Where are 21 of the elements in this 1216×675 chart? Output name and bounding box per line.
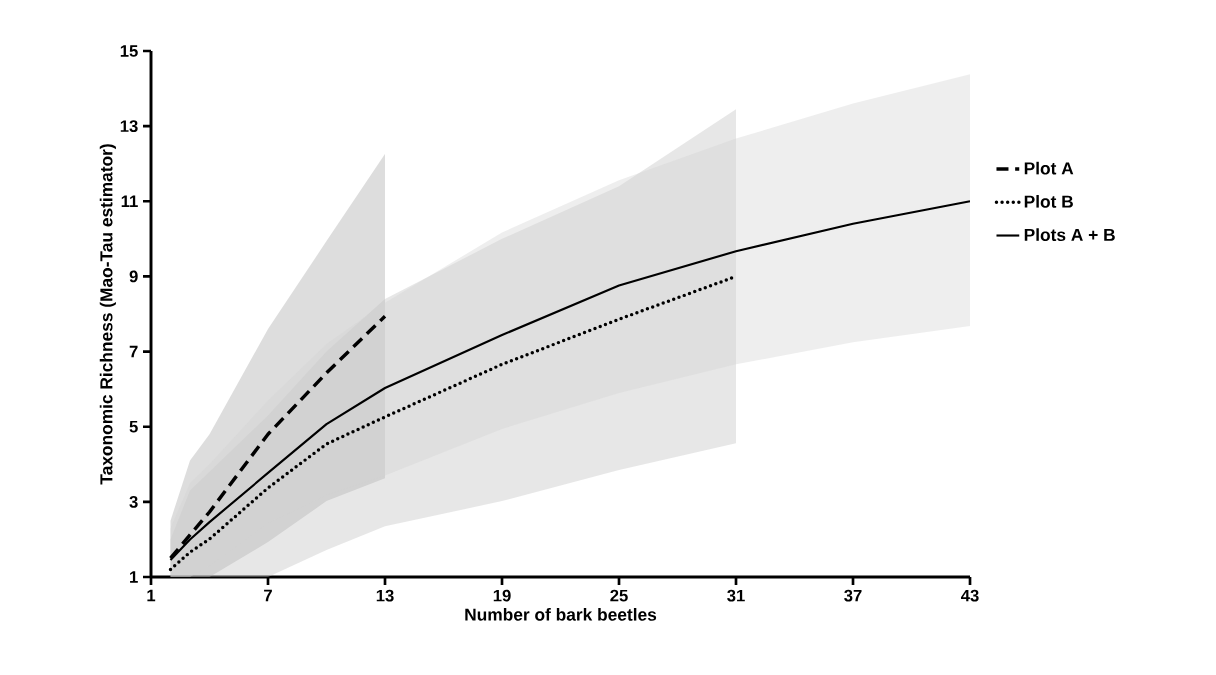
x-tick-label: 13	[376, 589, 394, 602]
x-tick-label: 43	[960, 589, 979, 602]
legend-label: Plots A + B	[1024, 228, 1115, 241]
y-tick-label: 13	[120, 120, 138, 133]
x-tick-label: 7	[264, 589, 272, 602]
x-tick-label: 31	[727, 589, 745, 602]
x-tick-label: 19	[493, 589, 511, 602]
y-tick-label: 5	[129, 420, 138, 433]
legend-label: Plot B	[1024, 195, 1073, 208]
y-tick-label: 9	[129, 270, 138, 283]
y-axis-title: Taxonomic Richness (Mao-Tau estimator)	[99, 144, 116, 485]
y-tick-label: 3	[129, 495, 138, 508]
y-tick-label: 7	[129, 345, 138, 358]
x-axis-title: Number of bark beetles	[465, 608, 657, 621]
y-tick-label: 11	[121, 195, 138, 208]
legend-label: Plot A	[1024, 161, 1074, 175]
y-tick-label: 15	[120, 45, 138, 57]
y-tick-label: 1	[130, 571, 138, 583]
x-tick-label: 25	[610, 589, 628, 602]
x-tick-label: 1	[147, 589, 156, 602]
x-tick-label: 37	[844, 589, 862, 602]
